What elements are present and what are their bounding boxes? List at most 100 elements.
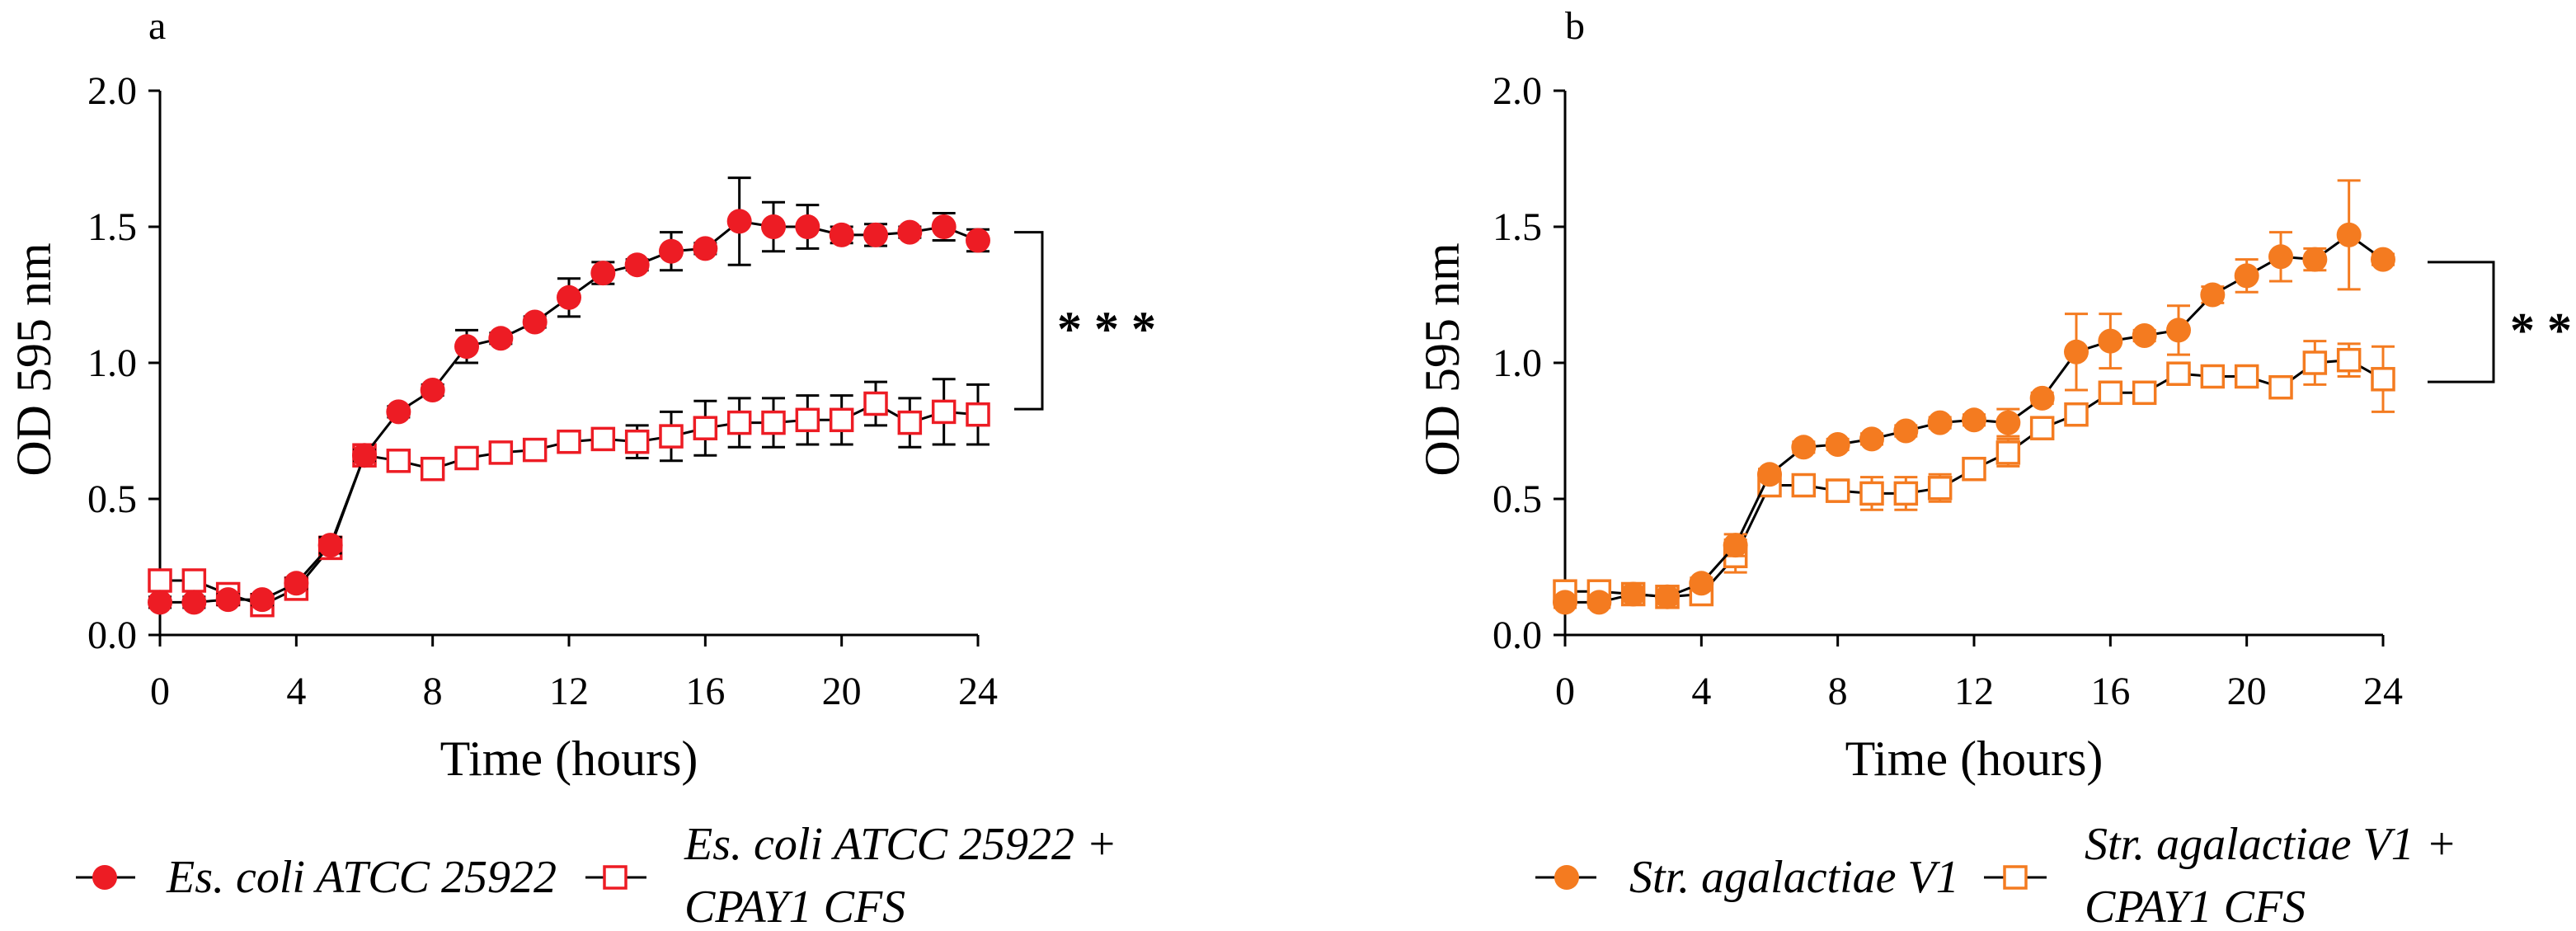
data-point (2268, 244, 2293, 270)
data-point (2200, 364, 2226, 389)
legend-marker (2003, 865, 2028, 890)
data-point (761, 214, 786, 239)
series-2 (1553, 340, 2395, 609)
data-point (2166, 317, 2191, 343)
data-point (1655, 584, 1680, 609)
data-point (148, 568, 172, 593)
data-point (2029, 416, 2055, 440)
data-point (386, 449, 411, 473)
x-tick-label: 0 (150, 670, 170, 713)
data-point (624, 429, 650, 454)
x-tick-label: 8 (1828, 670, 1848, 713)
data-point (1553, 590, 1577, 615)
data-point (829, 222, 854, 247)
data-point (1791, 473, 1817, 498)
significance-label: * * (2510, 303, 2572, 358)
legend-marker (92, 865, 117, 890)
data-point (522, 437, 548, 463)
significance-bracket (2428, 261, 2495, 383)
data-point (897, 410, 923, 435)
data-point (148, 590, 172, 615)
data-point (693, 236, 718, 261)
y-tick-label: 1.0 (1492, 341, 1542, 385)
series-1 (148, 176, 990, 615)
x-axis-title: Time (hours) (440, 731, 698, 786)
data-point (215, 587, 241, 613)
axes: 0.0 0.5 1.0 1.5 2.0 0 4 8 12 16 20 24 (1492, 69, 2403, 713)
legend-label: Es. coli ATCC 25922 + (684, 819, 1117, 870)
legend-label: Str. agalactiae V1 (1629, 852, 1959, 903)
data-point (659, 238, 684, 264)
x-tick-label: 4 (286, 670, 306, 713)
data-point (488, 440, 514, 465)
legend-item: Es. coli ATCC 25922 (76, 852, 557, 903)
x-tick-label: 20 (822, 670, 862, 713)
significance-bracket (1014, 231, 1044, 411)
data-point (897, 219, 923, 245)
series-2 (148, 378, 990, 618)
data-point (1689, 571, 1714, 596)
data-point (931, 399, 957, 425)
panel-a: a OD 595 nm Time (hours) 0.0 0.5 1.0 1.5 2.0… (7, 4, 1156, 931)
legend-label: Es. coli ATCC 25922 (166, 852, 557, 903)
axes: 0.0 0.5 1.0 1.5 2.0 0 4 8 12 16 20 24 (87, 69, 998, 713)
legend: Es. coli ATCC 25922 Es. coli ATCC 25922 +… (76, 819, 1117, 931)
data-point (181, 568, 207, 593)
y-tick-label: 0.0 (1492, 614, 1542, 657)
x-tick-label: 24 (2363, 670, 2403, 713)
data-point (795, 214, 820, 239)
data-point (557, 284, 581, 310)
data-point (2200, 282, 2226, 308)
plot-area (148, 176, 990, 618)
panel-b: b OD 595 nm Time (hours) 0.0 0.5 1.0 1.5 2.0… (1415, 4, 2572, 931)
data-point (2029, 385, 2055, 411)
data-point (829, 407, 854, 433)
data-point (250, 587, 275, 613)
data-point (761, 410, 786, 435)
legend-item: Str. agalactiae V1 (1535, 852, 1959, 903)
data-point (1859, 481, 1884, 506)
data-point (2098, 380, 2123, 406)
data-point (454, 445, 479, 471)
x-tick-label: 16 (2090, 670, 2130, 713)
data-point (420, 378, 445, 402)
y-tick-label: 2.0 (1492, 69, 1542, 113)
x-tick-label: 20 (2227, 670, 2267, 713)
panel-label: a (148, 4, 166, 48)
legend-label: CPAY1 CFS (2085, 882, 2306, 931)
data-point (2302, 350, 2328, 375)
legend-label: Str. agalactiae V1 + (2085, 819, 2457, 870)
y-axis-title: OD 595 nm (1415, 242, 1469, 476)
x-tick-label: 12 (1954, 670, 1994, 713)
data-point (1927, 476, 1953, 501)
data-point (2268, 374, 2293, 400)
y-tick-label: 0.0 (87, 614, 137, 657)
data-point (726, 209, 752, 234)
data-point (284, 571, 309, 596)
data-point (1825, 432, 1850, 457)
data-point (2234, 364, 2259, 389)
y-tick-label: 1.5 (1492, 205, 1542, 249)
data-point (488, 326, 514, 351)
data-point (386, 399, 411, 425)
significance-label: * * * (1057, 302, 1156, 356)
data-point (2234, 263, 2259, 289)
data-point (2166, 361, 2191, 386)
data-point (1962, 456, 1986, 482)
data-point (1825, 478, 1850, 503)
data-point (352, 443, 377, 468)
data-point (454, 334, 479, 360)
data-point (1723, 533, 1748, 558)
data-point (2132, 323, 2157, 348)
legend: Str. agalactiae V1 Str. agalactiae V1 + CP… (1535, 819, 2457, 931)
plot-area (1553, 179, 2395, 615)
data-point (2371, 367, 2395, 392)
y-tick-label: 0.5 (1492, 477, 1542, 521)
data-point (1859, 426, 1884, 452)
legend-item: Es. coli ATCC 25922 + CPAY1 CFS (585, 819, 1117, 931)
data-point (317, 533, 343, 558)
data-point (2371, 247, 2395, 272)
data-point (795, 407, 820, 433)
data-point (1757, 462, 1782, 487)
data-point (420, 456, 445, 482)
